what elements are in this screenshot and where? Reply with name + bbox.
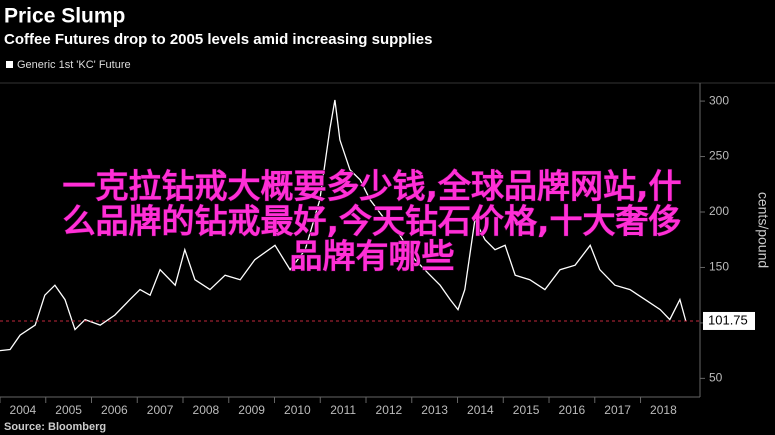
legend-swatch [6, 61, 13, 68]
x-tick-label: 2007 [147, 403, 174, 417]
x-tick-label: 2009 [238, 403, 265, 417]
x-tick-label: 2005 [55, 403, 82, 417]
x-tick-label: 2004 [10, 403, 37, 417]
chart-subtitle: Coffee Futures drop to 2005 levels amid … [4, 31, 432, 48]
last-value-box [703, 311, 755, 330]
line-series [0, 99, 687, 352]
x-tick-label: 2011 [330, 403, 356, 417]
chart-title: Price Slump [4, 5, 125, 28]
y-axis-label: cents/pound [755, 192, 771, 268]
overlay-text: 一克拉钻戒大概要多少钱,全球品牌网站,什 [62, 167, 681, 206]
x-tick-label: 2015 [513, 403, 540, 417]
source: Source: Bloomberg [4, 421, 106, 433]
x-tick-label: 2006 [101, 403, 128, 417]
y-tick-label: 50 [709, 371, 723, 385]
x-tick-label: 2018 [650, 403, 677, 417]
x-tick-label: 2010 [284, 403, 311, 417]
x-tick-label: 2016 [559, 403, 586, 417]
overlay-text: 品牌有哪些 [290, 237, 455, 276]
x-tick-label: 2014 [467, 403, 494, 417]
x-tick-label: 2012 [376, 403, 403, 417]
y-tick-label: 150 [709, 260, 729, 274]
last-value-label: 101.75 [708, 312, 748, 327]
overlay-text: 么品牌的钻戒最好,今天钻石价格,十大奢侈 [62, 202, 681, 241]
x-tick-label: 2013 [421, 403, 448, 417]
x-tick-label: 2017 [604, 403, 631, 417]
x-tick-label: 2008 [193, 403, 220, 417]
y-tick-label: 250 [709, 149, 729, 163]
y-tick-label: 200 [709, 204, 729, 218]
y-tick-label: 300 [709, 93, 729, 107]
legend-label: Generic 1st 'KC' Future [17, 59, 131, 71]
